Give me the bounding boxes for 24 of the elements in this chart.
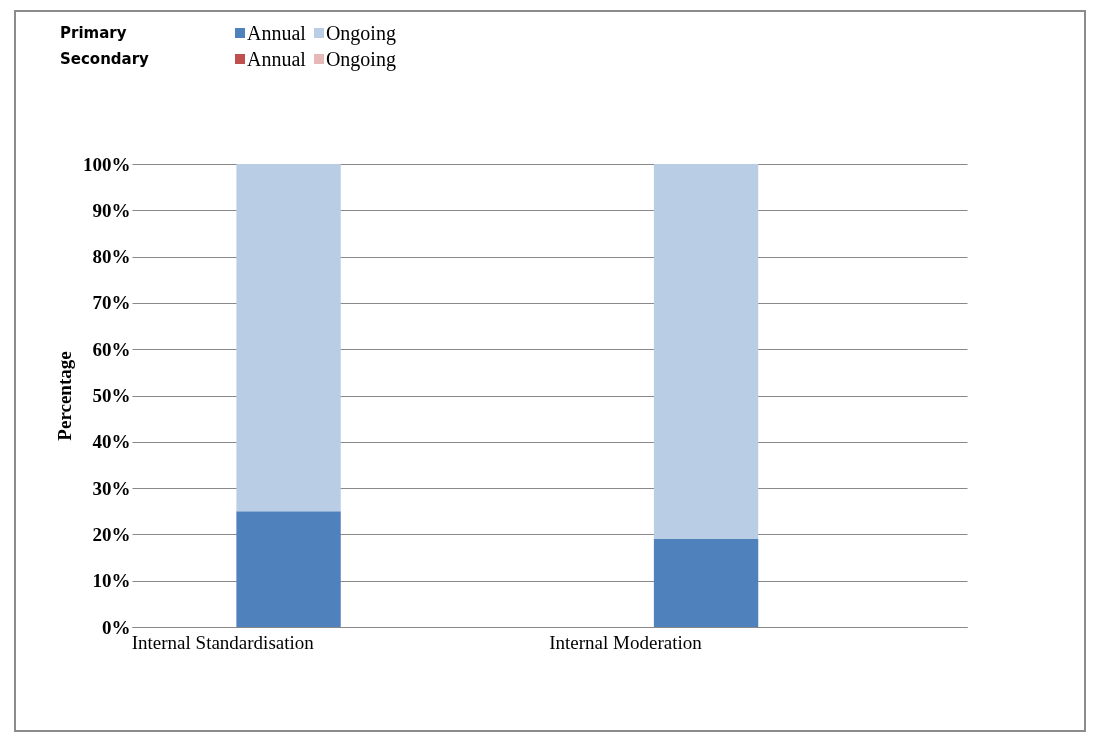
y-tick-label: 30%: [92, 477, 131, 499]
bar: [653, 164, 759, 540]
bar: [236, 511, 341, 627]
bar: [653, 539, 759, 627]
x-tick-label: Internal Standardisation: [131, 631, 315, 653]
legend-label: Annual: [247, 47, 306, 71]
y-tick-label: 80%: [92, 246, 131, 268]
legend-label: Ongoing: [325, 47, 396, 71]
y-axis-title: Percentage: [54, 351, 75, 441]
legend-label: Ongoing: [325, 21, 396, 45]
y-tick-label: 0%: [102, 616, 131, 638]
text: Secondary: [60, 50, 149, 68]
text: Primary: [60, 24, 127, 42]
y-tick-label: 90%: [92, 199, 131, 221]
y-tick-label: 50%: [92, 385, 131, 406]
x-tick-label: Internal Moderation: [549, 631, 703, 653]
y-tick-label: 20%: [92, 523, 131, 545]
bar: [236, 164, 341, 512]
y-tick-label: 70%: [92, 292, 131, 314]
y-tick-label: 100%: [83, 153, 131, 175]
y-tick-label: 10%: [92, 570, 131, 592]
legend-label: Annual: [247, 21, 306, 45]
y-tick-label: 60%: [92, 338, 131, 360]
y-tick-label: 40%: [92, 431, 131, 453]
